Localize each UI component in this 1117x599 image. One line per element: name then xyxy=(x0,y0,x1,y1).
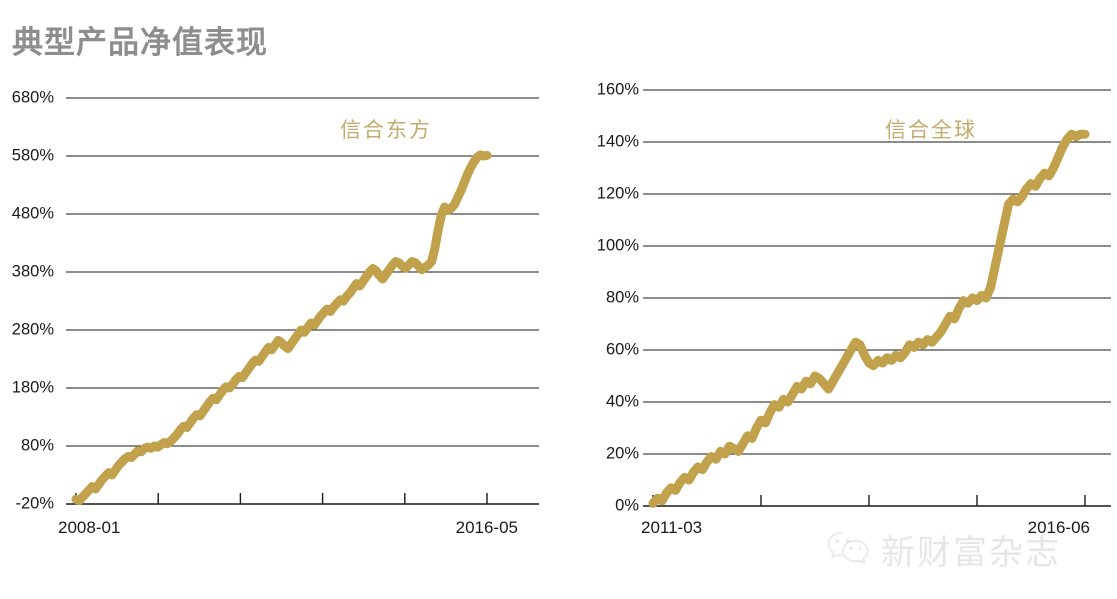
x-axis-label-start-right: 2011-03 xyxy=(641,518,703,537)
chart-xinhe-quanqiu: 0% 20% 40% 60% 80% 100% 120% 140% 160% 2011-03 2… xyxy=(575,80,1117,560)
x-axis-label-end-right: 2016-06 xyxy=(1027,518,1090,537)
series-label-left: 信合东方 xyxy=(340,119,432,142)
line-chart-svg-right xyxy=(643,89,1111,508)
series-label-right: 信合全球 xyxy=(885,119,977,142)
line-chart-svg-left xyxy=(66,97,539,506)
page-title: 典型产品净值表现 xyxy=(12,25,268,60)
x-axis-label-end-left: 2016-05 xyxy=(455,518,518,537)
data-series-line xyxy=(648,129,1090,508)
data-series-line xyxy=(71,150,492,506)
x-axis-label-start-left: 2008-01 xyxy=(58,518,121,537)
plot-area-left xyxy=(0,80,545,540)
plot-area-right xyxy=(575,80,1117,540)
chart-xinhe-dongfang: -20% 80% 180% 280% 380% 480% 580% 680% 2008-01 … xyxy=(0,80,545,560)
